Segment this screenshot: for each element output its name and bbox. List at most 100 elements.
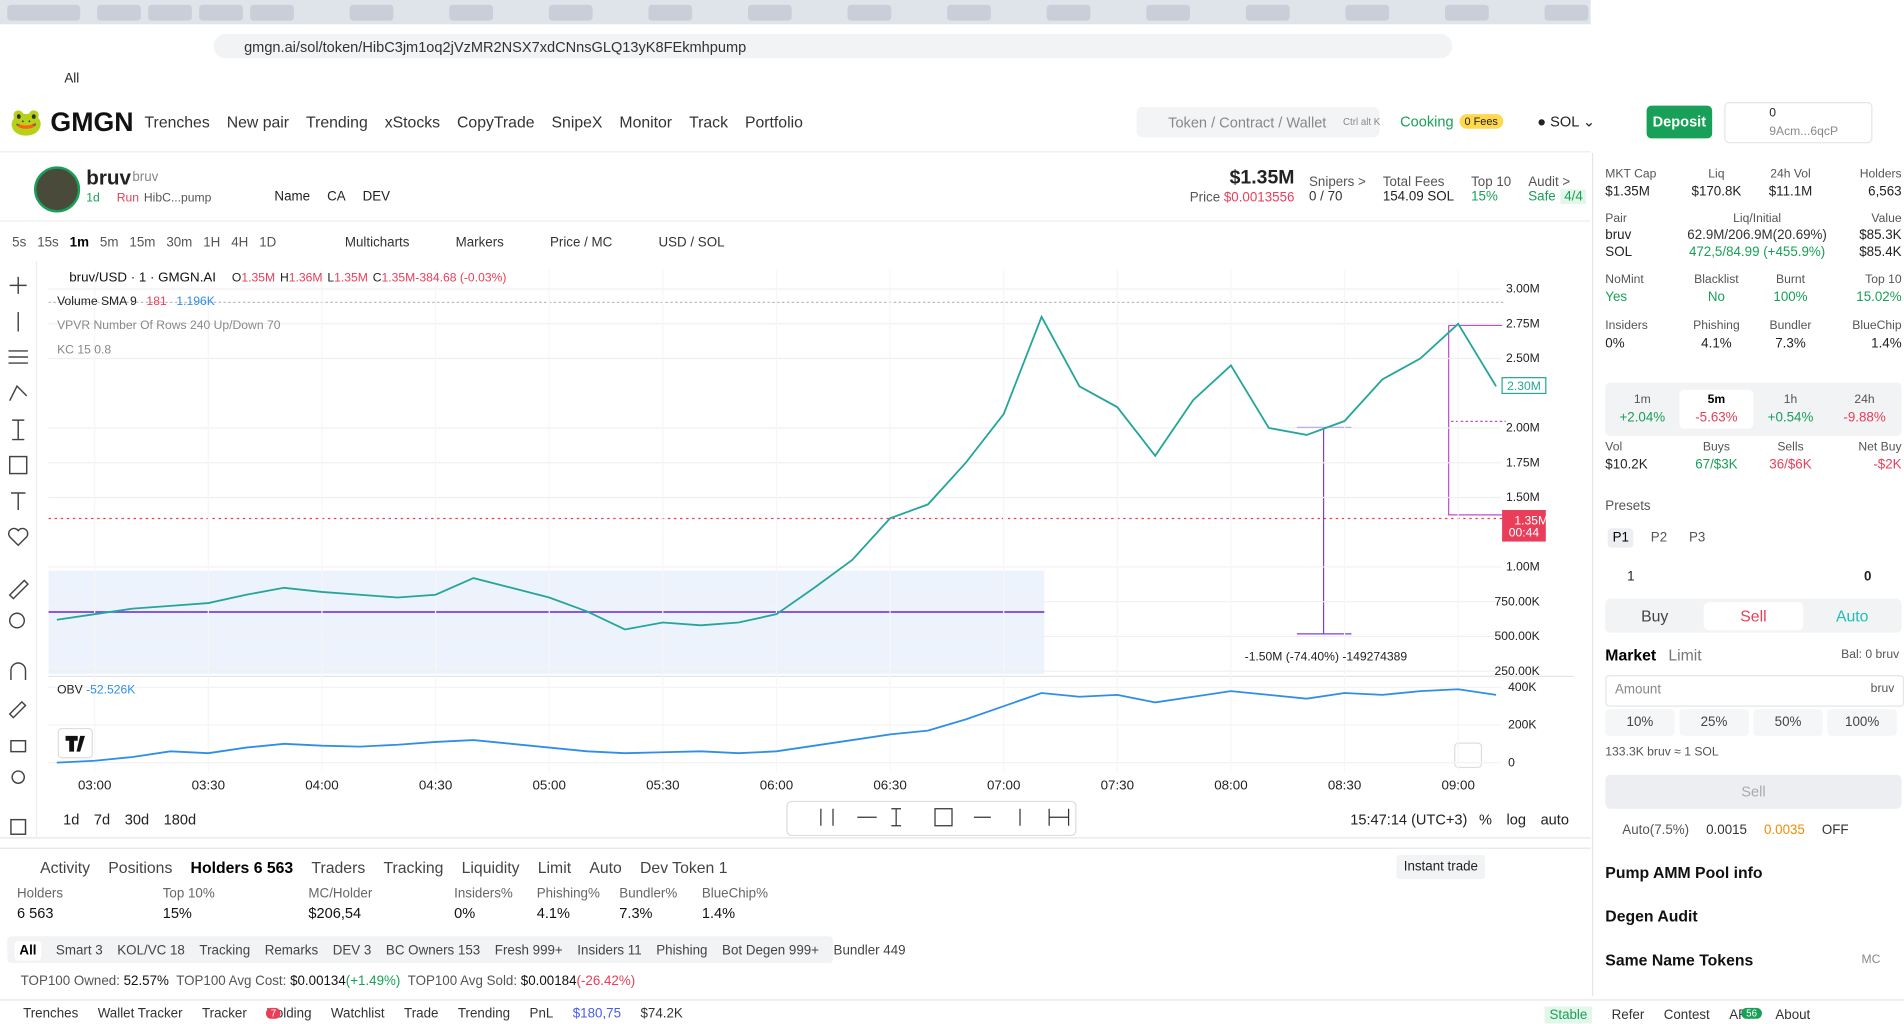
item-item[interactable]: $74.2K (640, 1006, 683, 1022)
item-item[interactable]: Trade (404, 1006, 439, 1022)
item-item[interactable]: Tracking (199, 943, 251, 959)
item-item[interactable]: Track (689, 112, 728, 132)
item-item[interactable]: Trenches (144, 112, 210, 132)
item-item[interactable]: Watchlist (330, 1006, 385, 1022)
item-item[interactable]: 1H (203, 235, 221, 251)
item-item[interactable]: 15m (129, 235, 156, 251)
url[interactable]: gmgn.ai/sol/token/HibC3jm1oq2jVzMR2NSX7x… (244, 38, 747, 56)
item-item[interactable]: 10% (1605, 709, 1675, 736)
instant-trade[interactable]: Instant trade (1396, 854, 1486, 880)
amount-input[interactable]: Amount bruv (1605, 675, 1904, 707)
item-item[interactable]: Portfolio (744, 112, 803, 132)
item-item[interactable]: Auto(7.5%) (1622, 823, 1690, 838)
item-item[interactable]: Remarks (264, 943, 319, 959)
item-item[interactable]: 5s (12, 235, 27, 251)
item-item[interactable]: Trenches (23, 1006, 79, 1022)
section[interactable]: Same Name Tokens (1605, 950, 1754, 970)
item-item[interactable]: Name (274, 189, 311, 205)
item-item[interactable]: DEV 3 (332, 943, 372, 959)
item-item[interactable]: Bot Degen 999+ (722, 943, 819, 959)
item-item[interactable]: 50% (1753, 709, 1823, 736)
item-item[interactable]: 0.0015 (1706, 823, 1747, 838)
item-item[interactable]: CopyTrade (457, 112, 535, 132)
item-item[interactable]: Contest (1663, 1007, 1710, 1023)
item-item[interactable]: CA (327, 189, 346, 205)
item-item[interactable]: Positions (108, 858, 173, 877)
item-item[interactable]: Buy (1641, 606, 1669, 625)
chain[interactable]: ● SOL ⌄ (1537, 112, 1596, 130)
list-item[interactable]: 1h +0.54% (1753, 390, 1827, 429)
item-item[interactable]: 30d (124, 811, 150, 829)
item-item[interactable]: P3 (1689, 530, 1706, 546)
item-item[interactable]: P2 (1650, 530, 1668, 546)
item-item[interactable]: BC Owners 153 (385, 943, 481, 959)
item-item[interactable]: Phishing (656, 943, 708, 959)
item-item[interactable]: auto (1540, 811, 1569, 829)
list-item[interactable]: 5m -5.63% (1679, 389, 1754, 429)
deposit-button[interactable]: Deposit (1646, 105, 1713, 139)
item-item[interactable]: Multicharts (344, 235, 410, 251)
wallet-count[interactable]: 1 (1627, 569, 1635, 585)
item-item[interactable]: Stable (1544, 1006, 1593, 1024)
item-item[interactable]: USD / SOL (658, 235, 725, 251)
item-item[interactable]: 30m (166, 235, 193, 251)
item-item[interactable]: 5m (99, 235, 119, 251)
item-item[interactable]: KOL/VC 18 (117, 943, 185, 959)
logo[interactable]: 🐸 GMGN (9, 106, 134, 138)
item-item[interactable]: Dev Token 1 (640, 858, 728, 877)
item-item[interactable]: New pair (226, 112, 290, 132)
item-item[interactable]: Liquidity (461, 858, 520, 877)
section[interactable]: Degen Audit (1605, 907, 1698, 926)
item-item[interactable]: P1 (1607, 528, 1634, 548)
address[interactable]: HibC...pump (143, 191, 212, 206)
item-item[interactable]: xStocks (384, 112, 441, 132)
item-item[interactable]: log (1506, 811, 1526, 829)
item-item[interactable]: Price / MC (549, 235, 613, 251)
sell-button[interactable]: Sell (1605, 774, 1902, 809)
item-item[interactable]: 7d (93, 811, 111, 829)
item-item[interactable]: 180d (163, 811, 197, 829)
cooking[interactable]: Cooking 0 Fees (1400, 113, 1503, 130)
item-item[interactable]: Limit (1668, 646, 1702, 665)
item-item[interactable]: Fresh 999+ (494, 943, 563, 959)
item-item[interactable]: Sell (1704, 601, 1803, 630)
item-item[interactable]: All (14, 941, 42, 961)
item-item[interactable]: 0.0035 (1763, 823, 1805, 838)
item-item[interactable]: Holders 6 563 (190, 858, 294, 877)
item-item[interactable]: 1m (69, 235, 89, 251)
item-item[interactable]: Monitor (619, 112, 673, 132)
item-item[interactable]: Trending (457, 1006, 511, 1022)
item-item[interactable]: Insiders 11 (577, 943, 642, 959)
item-item[interactable]: SnipeX (551, 112, 603, 132)
periods[interactable]: 1m +2.04% 5m -5.63% 1h +0.54% 24h -9.88% (1605, 382, 1902, 436)
item-item[interactable]: Smart 3 (55, 943, 103, 959)
search-box[interactable]: Token / Contract / Wallet Ctrl alt K (1136, 106, 1380, 138)
item-item[interactable]: Market (1605, 646, 1657, 665)
item-item[interactable]: PnL (529, 1006, 554, 1022)
item-item[interactable]: Bundler 449 (833, 943, 906, 959)
item-item[interactable]: Traders (311, 858, 366, 877)
item-item[interactable]: 1d (63, 811, 80, 829)
item-item[interactable]: Wallet Tracker (97, 1006, 183, 1022)
item-item[interactable]: Auto (589, 858, 622, 877)
item-item[interactable]: Tracker (201, 1006, 247, 1022)
item-item[interactable]: About (1775, 1007, 1811, 1023)
item-item[interactable]: Markers (455, 235, 504, 251)
item-item[interactable]: OFF (1821, 823, 1849, 838)
item-item[interactable]: Auto (1835, 606, 1869, 625)
item-item[interactable]: $180,75 (572, 1006, 622, 1022)
item-item[interactable]: % (1479, 811, 1492, 829)
item-item[interactable]: 1D (259, 235, 277, 251)
list-item[interactable]: 1m +2.04% (1605, 390, 1679, 429)
item-item[interactable]: 100% (1827, 709, 1897, 736)
item-item[interactable]: Tracking (383, 858, 444, 877)
item-item[interactable]: 4H (231, 235, 249, 251)
list-item[interactable]: 24h -9.88% (1828, 390, 1902, 429)
bookmark[interactable]: All (64, 71, 80, 87)
item-item[interactable]: Activity (40, 858, 91, 877)
item-item[interactable]: DEV (362, 189, 391, 205)
item-item[interactable]: Trending (306, 112, 368, 132)
item-item[interactable]: 25% (1679, 709, 1749, 736)
section[interactable]: Pump AMM Pool info (1605, 863, 1763, 882)
mc-toggle[interactable]: MC (1861, 953, 1881, 967)
